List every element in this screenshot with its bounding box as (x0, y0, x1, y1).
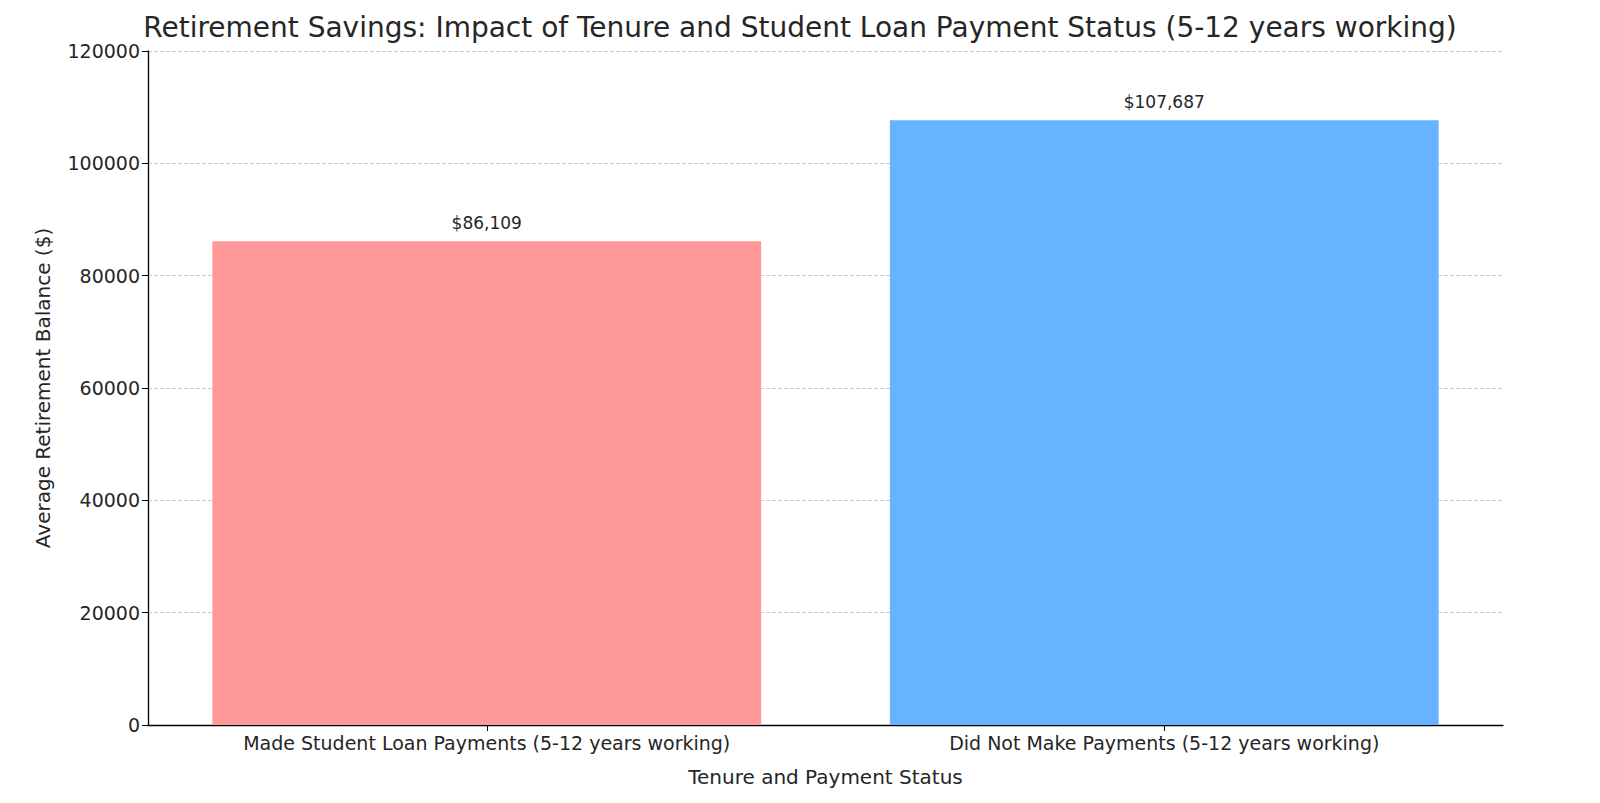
svg-text:40000: 40000 (80, 489, 140, 511)
svg-text:60000: 60000 (80, 377, 140, 399)
svg-text:0: 0 (128, 714, 140, 736)
svg-text:Made Student Loan Payments (5-: Made Student Loan Payments (5-12 years w… (243, 732, 730, 754)
svg-text:Did Not Make Payments (5-12 ye: Did Not Make Payments (5-12 years workin… (949, 732, 1379, 754)
svg-text:$107,687: $107,687 (1124, 92, 1205, 112)
svg-text:Average Retirement Balance ($): Average Retirement Balance ($) (31, 228, 55, 548)
svg-text:80000: 80000 (80, 265, 140, 287)
svg-text:120000: 120000 (67, 40, 140, 62)
svg-text:Retirement Savings: Impact of: Retirement Savings: Impact of Tenure and… (143, 11, 1457, 44)
svg-text:20000: 20000 (80, 602, 140, 624)
svg-text:100000: 100000 (67, 152, 140, 174)
svg-text:Tenure and Payment Status: Tenure and Payment Status (687, 765, 963, 789)
svg-text:$86,109: $86,109 (452, 213, 522, 233)
